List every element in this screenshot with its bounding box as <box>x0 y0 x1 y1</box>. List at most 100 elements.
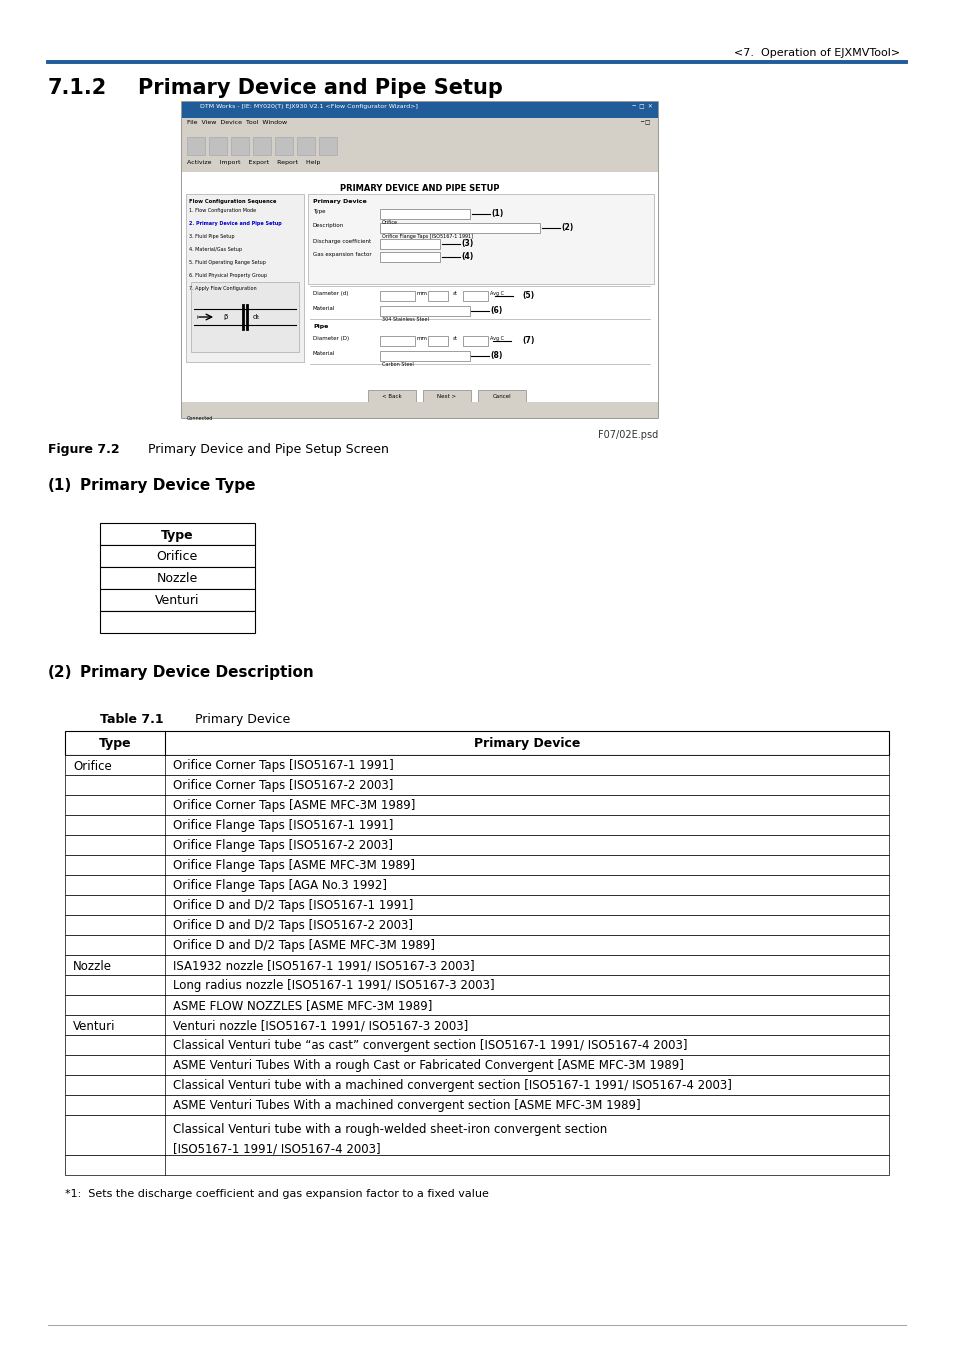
Text: Orifice: Orifice <box>381 220 397 225</box>
Text: Long radius nozzle [ISO5167-1 1991/ ISO5167-3 2003]: Long radius nozzle [ISO5167-1 1991/ ISO5… <box>172 980 494 992</box>
Text: d: d <box>253 315 257 320</box>
Text: Primary Device Description: Primary Device Description <box>80 666 314 680</box>
Text: ASME Venturi Tubes With a machined convergent section [ASME MFC-3M 1989]: ASME Venturi Tubes With a machined conve… <box>172 1099 640 1112</box>
Text: Figure 7.2: Figure 7.2 <box>48 443 119 456</box>
Text: 7.1.2: 7.1.2 <box>48 78 107 99</box>
Text: *1:  Sets the discharge coefficient and gas expansion factor to a fixed value: *1: Sets the discharge coefficient and g… <box>65 1189 488 1199</box>
Text: Gas expansion factor: Gas expansion factor <box>313 252 372 256</box>
Text: Discharge coefficient: Discharge coefficient <box>313 239 371 244</box>
Bar <box>379 252 439 262</box>
Bar <box>65 1115 888 1156</box>
Text: PRIMARY DEVICE AND PIPE SETUP: PRIMARY DEVICE AND PIPE SETUP <box>340 184 499 193</box>
Text: Orifice Flange Taps [ISO5167-1 1991]: Orifice Flange Taps [ISO5167-1 1991] <box>172 819 393 833</box>
Text: mm: mm <box>416 292 428 296</box>
Bar <box>100 522 254 545</box>
Text: Cancel: Cancel <box>492 393 511 398</box>
Bar <box>65 755 888 775</box>
Text: 1. Flow Configuration Mode: 1. Flow Configuration Mode <box>189 208 255 213</box>
Text: i: i <box>196 315 198 320</box>
Text: (4): (4) <box>460 252 473 261</box>
Text: mm: mm <box>416 336 428 342</box>
Text: [ISO5167-1 1991/ ISO5167-4 2003]: [ISO5167-1 1991/ ISO5167-4 2003] <box>172 1143 380 1156</box>
Text: ASME FLOW NOZZLES [ASME MFC-3M 1989]: ASME FLOW NOZZLES [ASME MFC-3M 1989] <box>172 999 432 1012</box>
Text: DTM Works - [IE: MY020(T) EJX930 V2.1 <Flow Configurator Wizard>]: DTM Works - [IE: MY020(T) EJX930 V2.1 <F… <box>200 104 417 109</box>
Bar <box>253 136 271 155</box>
Text: 7. Apply Flow Configuration: 7. Apply Flow Configuration <box>189 286 256 292</box>
Bar <box>379 209 470 219</box>
Text: Type: Type <box>160 528 193 541</box>
Bar <box>65 1156 888 1174</box>
Text: Classical Venturi tube with a rough-welded sheet-iron convergent section: Classical Venturi tube with a rough-weld… <box>172 1123 607 1135</box>
Text: (6): (6) <box>490 306 501 315</box>
Text: 3. Fluid Pipe Setup: 3. Fluid Pipe Setup <box>189 234 234 239</box>
Text: Diameter (D): Diameter (D) <box>313 336 349 342</box>
Text: at: at <box>453 336 457 342</box>
Text: Connected: Connected <box>187 416 213 421</box>
Text: t: t <box>256 315 259 320</box>
Text: Avg C: Avg C <box>490 292 503 296</box>
Text: Table 7.1: Table 7.1 <box>100 713 164 726</box>
Text: 2. Primary Device and Pipe Setup: 2. Primary Device and Pipe Setup <box>189 221 281 225</box>
Text: Orifice Flange Taps [ASME MFC-3M 1989]: Orifice Flange Taps [ASME MFC-3M 1989] <box>172 860 415 872</box>
Bar <box>379 292 415 301</box>
Text: Diameter (d): Diameter (d) <box>313 292 348 296</box>
Bar <box>379 223 539 234</box>
Text: Orifice: Orifice <box>73 760 112 772</box>
Bar <box>65 775 888 795</box>
Text: Material: Material <box>313 351 335 356</box>
Text: Orifice Flange Taps [ISO5167-1 1991]: Orifice Flange Taps [ISO5167-1 1991] <box>381 234 473 239</box>
Text: Primary Device Type: Primary Device Type <box>80 478 255 493</box>
Text: Classical Venturi tube “as cast” convergent section [ISO5167-1 1991/ ISO5167-4 2: Classical Venturi tube “as cast” converg… <box>172 1040 687 1053</box>
Bar <box>182 103 658 117</box>
Bar <box>65 1095 888 1115</box>
Text: Orifice: Orifice <box>156 551 197 563</box>
Bar <box>65 936 888 954</box>
Text: 5. Fluid Operating Range Setup: 5. Fluid Operating Range Setup <box>189 261 266 265</box>
Text: Nozzle: Nozzle <box>156 572 197 586</box>
Bar <box>182 103 658 418</box>
Text: ─ □: ─ □ <box>639 120 649 126</box>
Bar <box>379 306 470 316</box>
Bar <box>65 1054 888 1075</box>
Bar <box>65 1035 888 1054</box>
Text: ─  □  ✕: ─ □ ✕ <box>629 104 652 109</box>
Bar <box>368 390 416 402</box>
Bar <box>186 194 304 362</box>
Bar <box>65 1015 888 1035</box>
Bar <box>422 390 471 402</box>
Text: Type: Type <box>98 737 132 751</box>
Text: (3): (3) <box>460 239 473 248</box>
Bar <box>100 545 254 567</box>
Bar <box>318 136 336 155</box>
Bar <box>65 875 888 895</box>
Text: Material: Material <box>313 306 335 310</box>
Bar <box>187 136 205 155</box>
Bar <box>65 915 888 936</box>
Text: 4. Material/Gas Setup: 4. Material/Gas Setup <box>189 247 242 252</box>
Bar <box>428 336 448 346</box>
Bar <box>379 336 415 346</box>
Bar <box>100 589 254 612</box>
Bar <box>308 194 654 284</box>
Bar <box>231 136 249 155</box>
Text: < Back: < Back <box>382 393 401 398</box>
Bar <box>100 567 254 589</box>
Text: Orifice Flange Taps [ISO5167-2 2003]: Orifice Flange Taps [ISO5167-2 2003] <box>172 840 393 852</box>
Text: Venturi: Venturi <box>73 1019 115 1033</box>
Text: Primary Device: Primary Device <box>474 737 579 751</box>
Bar <box>65 1075 888 1095</box>
Bar <box>65 836 888 855</box>
Text: Primary Device and Pipe Setup Screen: Primary Device and Pipe Setup Screen <box>148 443 389 456</box>
Bar <box>65 895 888 915</box>
Text: Nozzle: Nozzle <box>73 960 112 972</box>
Bar <box>65 815 888 836</box>
Text: Pipe: Pipe <box>313 324 328 329</box>
Bar <box>379 239 439 248</box>
Bar <box>477 390 525 402</box>
Text: Next >: Next > <box>437 393 456 398</box>
Bar <box>462 336 488 346</box>
Text: Orifice D and D/2 Taps [ISO5167-1 1991]: Orifice D and D/2 Taps [ISO5167-1 1991] <box>172 899 413 913</box>
Text: (1): (1) <box>48 478 72 493</box>
Text: (7): (7) <box>521 336 534 346</box>
Text: (8): (8) <box>490 351 502 360</box>
